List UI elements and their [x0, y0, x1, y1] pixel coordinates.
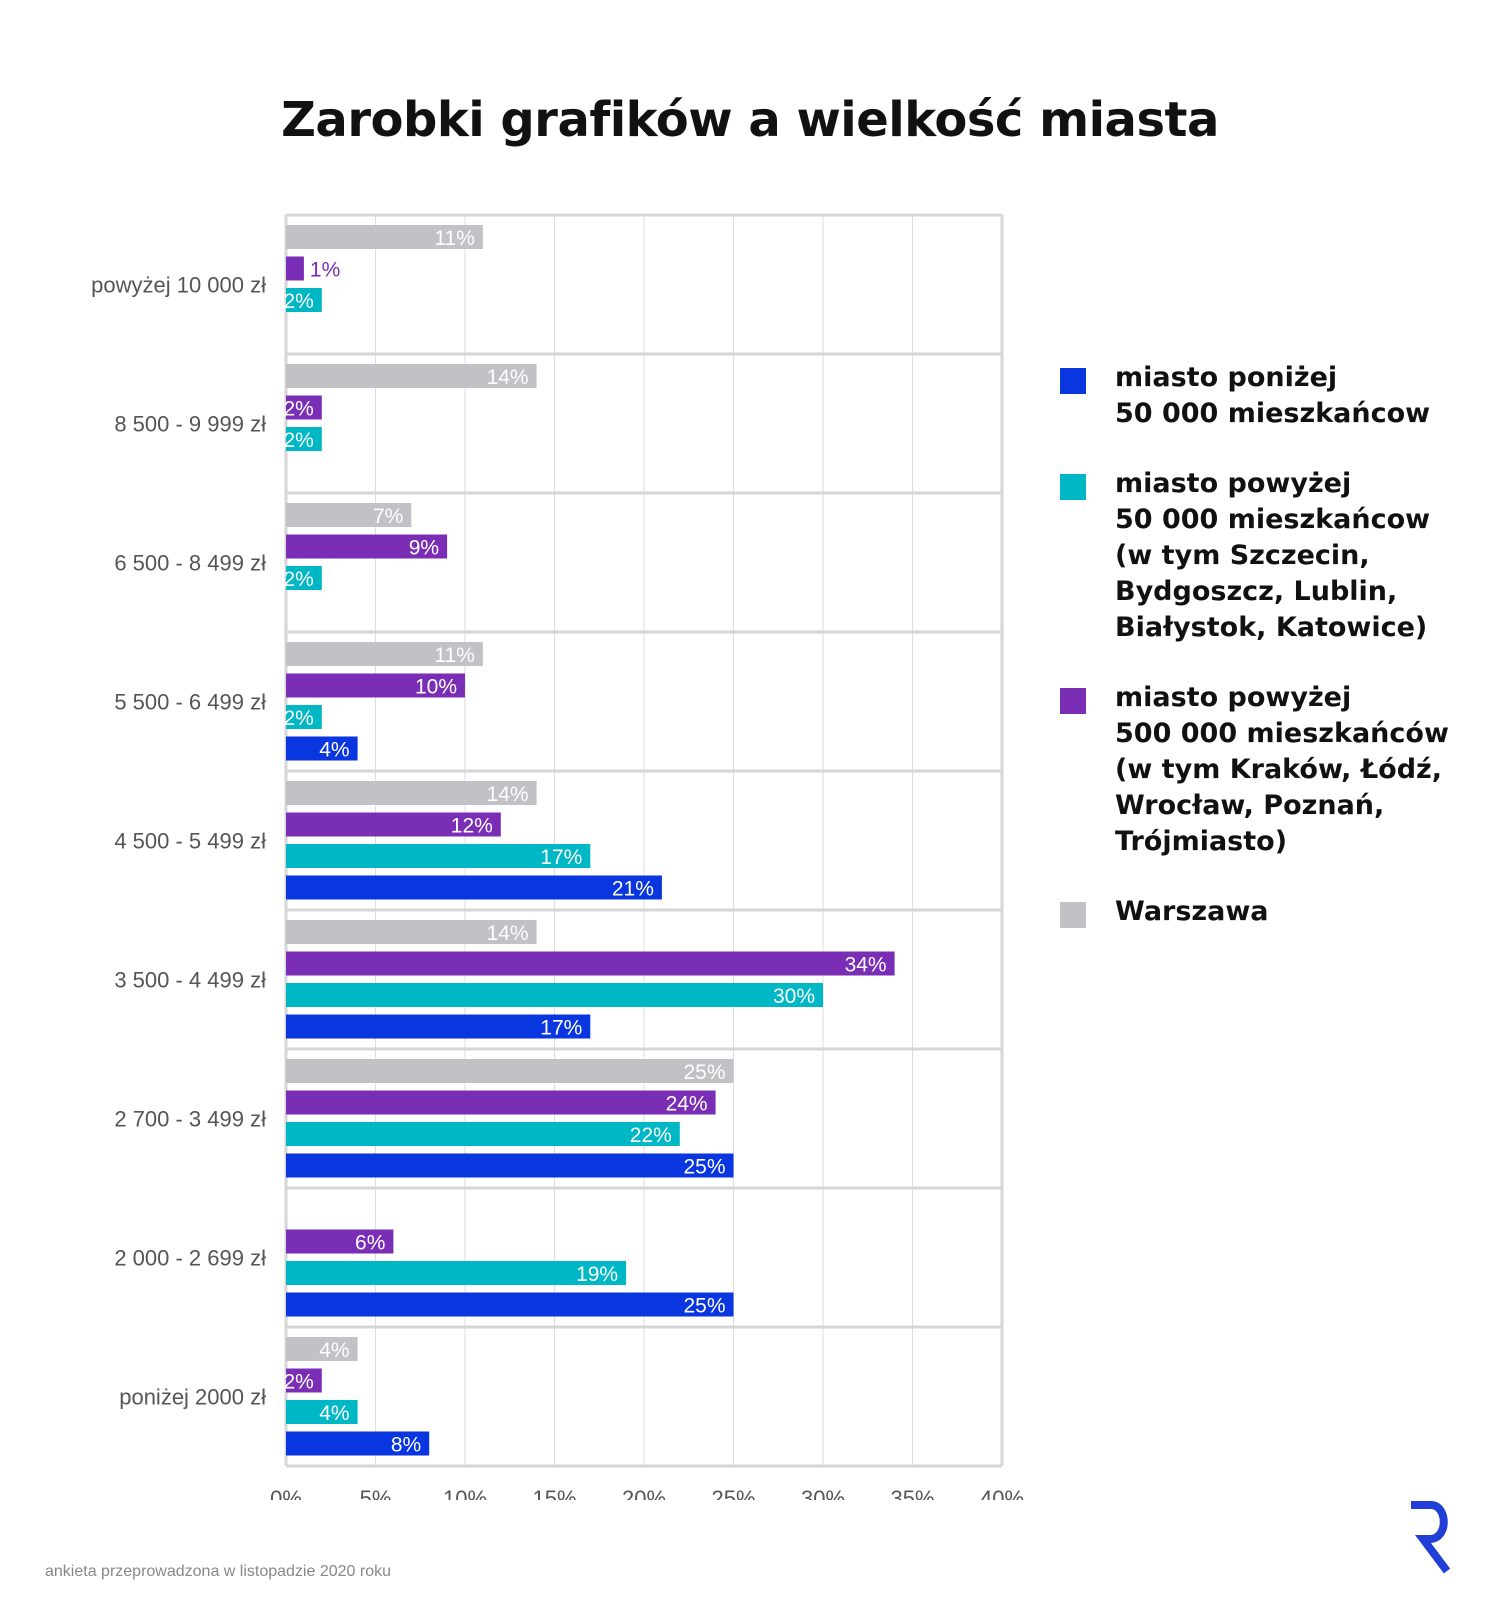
- bar: [286, 673, 465, 698]
- bar: [286, 642, 483, 666]
- data-label: 21%: [612, 878, 654, 901]
- legend-label: miasto powyżej 500 000 mieszkańców (w ty…: [1115, 682, 1449, 857]
- data-label: 1%: [310, 259, 340, 282]
- bar: [286, 951, 895, 976]
- data-label: 25%: [683, 1295, 725, 1318]
- data-label: 2%: [283, 429, 313, 452]
- data-label: 11%: [434, 227, 474, 250]
- bar: [286, 1229, 394, 1254]
- data-label: 4%: [319, 739, 349, 762]
- x-tick-label: 30%: [801, 1486, 845, 1500]
- category-label: 3 500 - 4 499 zł: [114, 968, 266, 993]
- chart-title: Zarobki grafików a wielkość miasta: [281, 92, 1219, 148]
- data-label: 22%: [630, 1124, 672, 1147]
- data-label: 17%: [540, 1017, 582, 1040]
- brand-logo: [1411, 1501, 1451, 1574]
- data-label: 14%: [487, 366, 529, 389]
- bar: [286, 1090, 716, 1115]
- legend-label: miasto poniżej 50 000 mieszkańcow: [1115, 362, 1431, 429]
- x-tick-label: 15%: [532, 1486, 576, 1500]
- bar: [286, 288, 322, 312]
- legend-swatch: [1060, 368, 1086, 394]
- data-label: 2%: [283, 707, 313, 730]
- bar: [286, 1261, 627, 1285]
- bar: [286, 1431, 430, 1456]
- data-label: 12%: [451, 815, 493, 838]
- data-label: 4%: [319, 1402, 349, 1425]
- bar: [286, 844, 591, 868]
- bar: [286, 781, 537, 805]
- bar: [286, 566, 322, 590]
- data-label: 2%: [283, 1371, 313, 1394]
- category-label: 2 700 - 3 499 zł: [114, 1107, 266, 1132]
- bar: [286, 1014, 591, 1039]
- data-label: 2%: [283, 398, 313, 421]
- data-label: 2%: [283, 290, 313, 313]
- data-label: 9%: [409, 537, 439, 560]
- x-tick-label: 5%: [360, 1486, 392, 1500]
- data-label: 24%: [666, 1093, 708, 1116]
- bar: [286, 812, 501, 837]
- legend-label: miasto powyżej 50 000 mieszkańcow (w tym…: [1115, 468, 1431, 643]
- legend-swatch: [1060, 902, 1086, 928]
- bar: [286, 920, 537, 944]
- bar: [286, 364, 537, 388]
- bar: [286, 736, 358, 761]
- bar: [286, 1400, 358, 1424]
- bar: [286, 1153, 734, 1178]
- bar: [286, 1292, 734, 1317]
- legend-swatch: [1060, 474, 1086, 500]
- data-label: 4%: [319, 1339, 349, 1362]
- data-label: 19%: [576, 1263, 618, 1286]
- bar: [286, 875, 662, 900]
- data-label: 30%: [773, 985, 815, 1008]
- category-label: 4 500 - 5 499 zł: [114, 829, 266, 854]
- legend-swatch: [1060, 688, 1086, 714]
- data-label: 17%: [540, 846, 582, 869]
- x-tick-label: 20%: [622, 1486, 666, 1500]
- data-label: 6%: [355, 1232, 385, 1255]
- category-label: 5 500 - 6 499 zł: [114, 690, 266, 715]
- bar-chart: 0% 5% 10% 15% 20% 25% 30% 35% 40% powyżej 10 000 …: [91, 213, 1024, 1500]
- bar: [286, 705, 322, 729]
- x-tick-label: 40%: [980, 1486, 1024, 1500]
- bar: [286, 503, 412, 527]
- legend-item-small-city: miasto poniżej 50 000 mieszkańcow: [1060, 360, 1490, 432]
- legend-item-city-over-50k: miasto powyżej 50 000 mieszkańcow (w tym…: [1060, 466, 1490, 646]
- category-label: 8 500 - 9 999 zł: [114, 412, 266, 437]
- x-tick-label: 0%: [270, 1486, 302, 1500]
- x-tick-label: 35%: [890, 1486, 934, 1500]
- data-label: 14%: [487, 922, 529, 945]
- bar: [286, 1122, 680, 1146]
- category-label: powyżej 10 000 zł: [91, 273, 266, 298]
- bar: [286, 534, 448, 559]
- data-label: 25%: [683, 1061, 725, 1084]
- data-label: 25%: [683, 1156, 725, 1179]
- category-label: poniżej 2000 zł: [119, 1385, 266, 1410]
- data-label: 7%: [373, 505, 403, 528]
- bar: [286, 256, 304, 281]
- data-label: 34%: [845, 954, 887, 977]
- survey-footnote: ankieta przeprowadzona w listopadzie 202…: [45, 1563, 391, 1580]
- legend: miasto poniżej 50 000 mieszkańcow miasto…: [1060, 360, 1490, 964]
- data-label: 10%: [415, 676, 457, 699]
- bar: [286, 225, 483, 249]
- data-label: 11%: [434, 644, 474, 667]
- data-label: 8%: [391, 1434, 421, 1457]
- bar: [286, 395, 322, 420]
- legend-item-warszawa: Warszawa: [1060, 894, 1490, 930]
- legend-item-city-over-500k: miasto powyżej 500 000 mieszkańców (w ty…: [1060, 680, 1490, 860]
- legend-label: Warszawa: [1115, 896, 1269, 927]
- category-label: 2 000 - 2 699 zł: [114, 1246, 266, 1271]
- bar: [286, 1368, 322, 1393]
- bar: [286, 1059, 734, 1083]
- x-tick-label: 25%: [711, 1486, 755, 1500]
- bar: [286, 1337, 358, 1361]
- bar: [286, 983, 823, 1007]
- bar: [286, 427, 322, 451]
- data-label: 14%: [487, 783, 529, 806]
- data-label: 2%: [283, 568, 313, 591]
- x-tick-label: 10%: [443, 1486, 487, 1500]
- category-label: 6 500 - 8 499 zł: [114, 551, 266, 576]
